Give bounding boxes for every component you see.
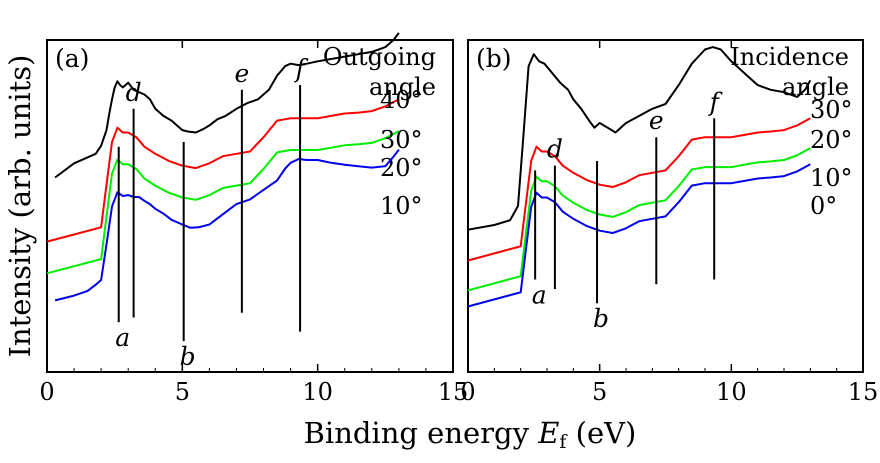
series-line xyxy=(54,32,400,179)
marker-label: d xyxy=(547,135,563,164)
marker-label: f xyxy=(293,54,308,83)
series-label: 10° xyxy=(810,164,853,192)
y-axis-label: Intensity (arb. units) xyxy=(3,55,37,358)
x-axis-label: Binding energy Ef (eV) xyxy=(304,416,637,453)
series-label: 30° xyxy=(380,126,423,154)
marker-label: a xyxy=(532,281,547,310)
x-tick-label: 0 xyxy=(39,378,54,406)
x-tick-label: 10 xyxy=(302,378,333,406)
x-axis-label-main: Binding energy xyxy=(304,416,539,450)
plot-frame xyxy=(46,39,454,373)
series-label: 10° xyxy=(380,192,423,220)
x-axis-label-subscript: f xyxy=(559,431,568,453)
series-label: 20° xyxy=(380,154,423,182)
x-tick-label: 0 xyxy=(460,378,475,406)
series-line xyxy=(467,147,811,292)
series-line xyxy=(46,130,400,275)
series-line xyxy=(467,117,811,262)
x-tick-label: 5 xyxy=(175,378,190,406)
x-tick-label: 5 xyxy=(592,378,607,406)
x-axis-label-unit: (eV) xyxy=(566,416,636,450)
marker-label: e xyxy=(234,59,249,88)
marker-label: b xyxy=(180,342,196,371)
marker-label: a xyxy=(115,323,130,352)
series-label: 0° xyxy=(810,192,837,220)
x-axis-label-symbol: E xyxy=(537,416,559,450)
series-label: 20° xyxy=(810,126,853,154)
marker-label: f xyxy=(708,87,723,116)
legend-title-line: Incidence xyxy=(730,43,849,71)
marker-label: b xyxy=(593,304,609,333)
series-line xyxy=(46,98,400,243)
panel-label: (a) xyxy=(55,44,89,73)
series-line xyxy=(467,46,812,231)
series-label: 40° xyxy=(380,86,423,114)
x-tick-label: 10 xyxy=(716,378,747,406)
marker-label: e xyxy=(649,106,664,135)
series-label: 30° xyxy=(810,96,853,124)
marker-label: d xyxy=(126,78,142,107)
legend-title-line: angle xyxy=(369,73,436,101)
series-line xyxy=(54,148,400,302)
plot-frame xyxy=(467,39,864,373)
x-tick-label: 15 xyxy=(848,378,879,406)
panel-label: (b) xyxy=(476,44,512,73)
x-tick-label: 15 xyxy=(438,378,469,406)
